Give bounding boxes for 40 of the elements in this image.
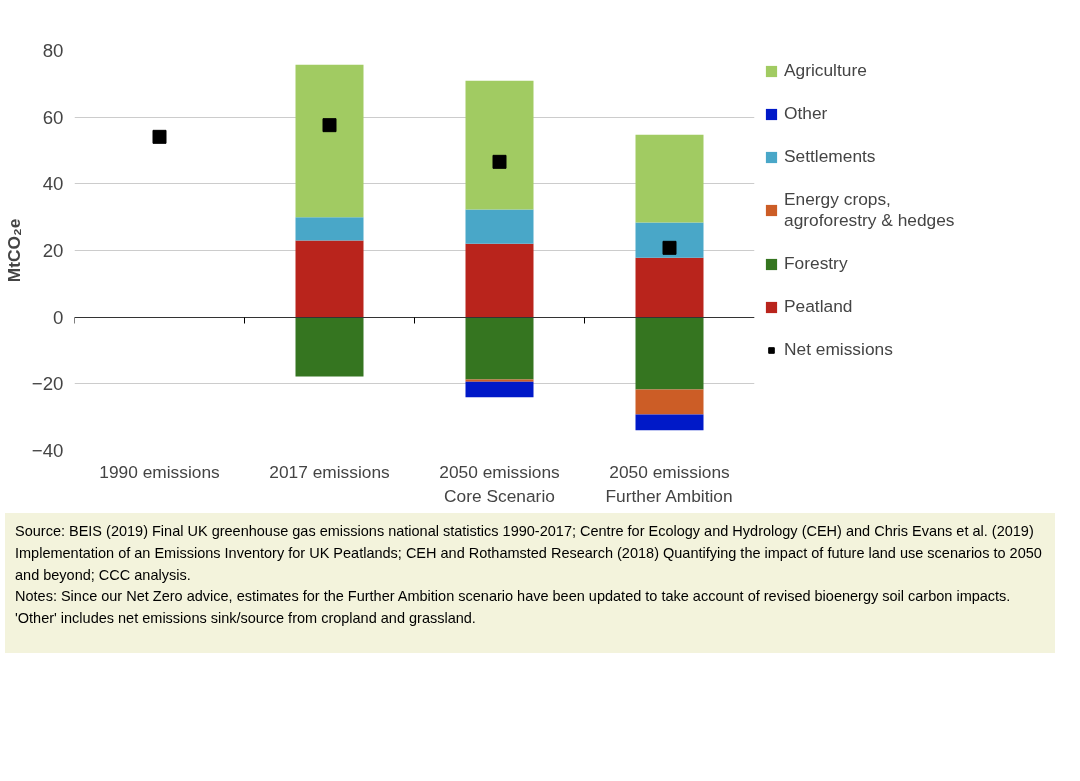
bar xyxy=(635,317,704,390)
text: Notes: Since our Net Zero advice, estimates for the Further Ambition scenario have been updated to take account of revised bioenergy soil carbon impacts. 'Other' includes net emissions sink/source from cropland and grassland. xyxy=(15,588,1011,626)
y-tick-label: 20 xyxy=(42,240,64,261)
bar xyxy=(635,257,704,318)
x-tick-label: 2050 emissions Further Ambition xyxy=(605,461,733,506)
bar xyxy=(635,414,704,431)
point xyxy=(322,118,337,133)
bar xyxy=(465,381,534,398)
y-axis-title: MtCO₂e xyxy=(3,218,24,283)
y-tick-label: −20 xyxy=(31,373,64,395)
legend-label: Settlements xyxy=(784,146,876,167)
bar xyxy=(465,317,534,380)
point xyxy=(662,240,677,255)
bar xyxy=(465,243,534,318)
bar xyxy=(635,134,704,223)
bar xyxy=(295,64,364,218)
bar xyxy=(465,209,534,244)
bar xyxy=(295,240,364,318)
point xyxy=(492,154,507,169)
legend-label: Energy crops, agroforestry & hedges xyxy=(784,189,955,231)
legend-label: Agriculture xyxy=(784,60,867,81)
x-tick-label: 2017 emissions xyxy=(269,461,391,482)
y-tick-label: 0 xyxy=(53,306,64,328)
bar xyxy=(465,80,534,210)
legend-label: Other xyxy=(784,103,828,124)
legend-label: Net emissions xyxy=(784,339,893,360)
y-tick-label: 60 xyxy=(42,106,64,128)
bar xyxy=(635,222,704,258)
y-tick-label: −40 xyxy=(31,440,64,461)
legend-label: Peatland xyxy=(784,296,853,317)
bar xyxy=(295,217,364,241)
x-tick-label: 1990 emissions xyxy=(99,461,221,482)
x-tick-label: 2050 emissions Core Scenario xyxy=(439,461,561,506)
bar xyxy=(295,317,364,377)
y-tick-label: 80 xyxy=(42,40,64,61)
source-note: Source: BEIS (2019) Final UK greenhouse gas emissions national statistics 1990-2017; Centre for Ecology and Hydrology (CEH) and Chris Evans et al. (2019) Implementation of an Emissions Inventory for UK Peatlands; CEH and Rothamsted Research (2018) Quantifying the impact of future land use scenarios to 2050 and beyond; CCC analysis. xyxy=(15,523,1042,583)
point xyxy=(152,129,167,144)
bar xyxy=(635,389,704,415)
legend-label: Forestry xyxy=(784,253,848,274)
y-tick-label: 40 xyxy=(42,173,64,195)
